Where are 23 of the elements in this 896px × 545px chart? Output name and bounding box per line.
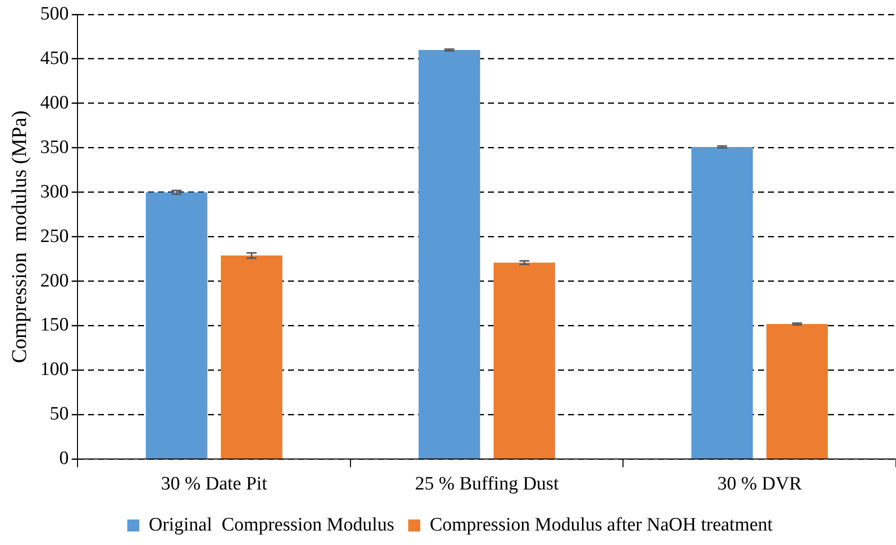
- y-tick-label: 200: [40, 270, 69, 292]
- y-tick-label: 250: [40, 226, 69, 247]
- x-tick-label: 30 % Date Pit: [161, 474, 268, 495]
- y-tick-label: 500: [40, 3, 69, 24]
- x-tick-label: 25 % Buffing Dust: [414, 474, 560, 495]
- y-tick-label: 450: [40, 48, 69, 69]
- bar: [146, 192, 208, 459]
- y-tick-label: 400: [40, 92, 69, 114]
- y-tick-label: 300: [40, 181, 69, 202]
- bar: [766, 324, 828, 459]
- bar: [220, 255, 282, 459]
- y-tick-label: 350: [40, 136, 69, 158]
- bar: [418, 50, 480, 459]
- y-tick-label: 0: [59, 448, 69, 470]
- y-axis-title: Compression modulus (MPa): [7, 110, 32, 364]
- y-tick-label: 150: [40, 314, 69, 336]
- bar: [494, 262, 556, 459]
- y-tick-label: 50: [50, 404, 69, 425]
- bar: [691, 146, 753, 459]
- legend-label: Compression Modulus after NaOH treatment: [430, 514, 774, 536]
- legend-label: Original Compression Modulus: [148, 514, 394, 536]
- x-tick-label: 30 % DVR: [717, 474, 802, 495]
- y-tick-label: 100: [40, 359, 69, 380]
